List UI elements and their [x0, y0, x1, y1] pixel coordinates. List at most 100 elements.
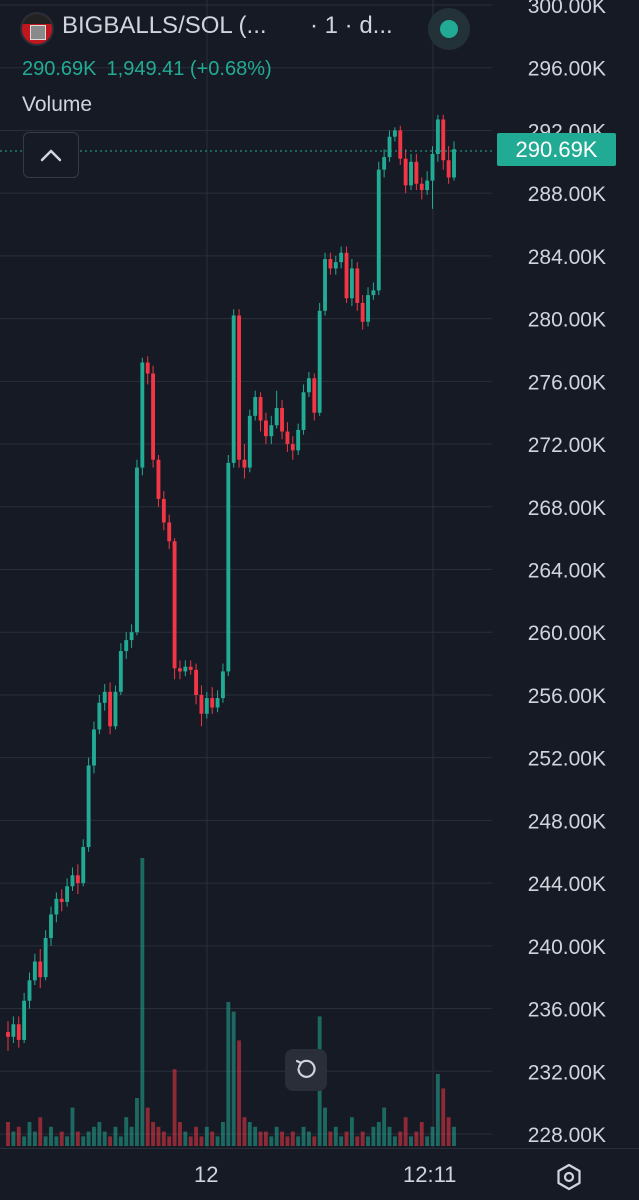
volume-bar	[145, 1107, 150, 1146]
volume-bar	[113, 1126, 118, 1146]
candle-body	[339, 252, 344, 263]
volume-bar	[366, 1136, 370, 1146]
live-indicator-button[interactable]	[428, 8, 470, 50]
candle-body	[59, 898, 64, 902]
candle-body	[38, 961, 43, 978]
candle-body	[328, 259, 333, 269]
candle-body	[387, 136, 392, 158]
candle-body	[210, 698, 215, 708]
volume-bar	[446, 1117, 451, 1146]
candle-body	[312, 378, 317, 413]
volume-indicator-label[interactable]: Volume	[22, 93, 93, 116]
volume-bar	[172, 1069, 177, 1146]
symbol-title[interactable]: BIGBALLS/SOL (...	[62, 12, 267, 39]
candle-body	[226, 462, 231, 672]
candle-body	[290, 444, 295, 451]
candle-body	[81, 847, 86, 884]
chart-settings-button[interactable]	[552, 1160, 586, 1194]
price-tick-label: 284.00K	[528, 246, 606, 269]
volume-bar	[151, 1122, 156, 1146]
candle-body	[323, 259, 327, 311]
volume-bar	[344, 1131, 349, 1146]
volume-bar	[237, 1040, 241, 1146]
last-price-badge: 290.69K	[497, 133, 616, 166]
volume-bar	[274, 1126, 279, 1146]
volume-bar	[452, 1126, 456, 1146]
price-tick-label: 248.00K	[528, 810, 606, 833]
candle-body	[199, 694, 204, 714]
last-price-value: 290.69K	[22, 58, 97, 80]
candle-body	[430, 153, 435, 181]
candle-body	[409, 161, 413, 186]
volume-bar	[392, 1136, 397, 1146]
volume-bar	[296, 1136, 301, 1146]
volume-bar	[403, 1117, 408, 1146]
candle-body	[178, 668, 182, 672]
candle-body	[355, 268, 360, 303]
collapse-legend-button[interactable]	[23, 132, 79, 178]
candle-body	[366, 295, 370, 322]
candle-body	[392, 130, 397, 137]
volume-bar	[263, 1131, 268, 1146]
candle-body	[156, 459, 161, 499]
volume-bar	[161, 1131, 166, 1146]
volume-bar	[11, 1131, 16, 1146]
candle-body	[403, 158, 408, 186]
candle-body	[129, 632, 134, 641]
ohlc-summary: 290.69K 1,949.41 (+0.68%)	[22, 58, 282, 81]
volume-bar	[242, 1117, 247, 1146]
candle-body	[75, 875, 80, 884]
volume-bar	[92, 1126, 96, 1146]
volume-bar	[204, 1126, 209, 1146]
price-tick-label: 288.00K	[528, 183, 606, 206]
volume-bar	[247, 1122, 252, 1146]
candle-body	[204, 698, 209, 714]
price-tick-label: 276.00K	[528, 371, 606, 394]
candle-body	[16, 1024, 21, 1040]
volume-bar	[387, 1126, 392, 1146]
price-tick-label: 244.00K	[528, 873, 606, 896]
live-indicator-icon	[440, 20, 458, 38]
candlestick-series	[6, 114, 456, 1051]
token-logo-icon	[22, 14, 52, 44]
candle-body	[344, 252, 349, 299]
volume-bar	[339, 1136, 344, 1146]
candle-body	[49, 914, 53, 938]
volume-bar	[70, 1107, 75, 1146]
candle-body	[97, 702, 102, 730]
volume-bar	[16, 1126, 21, 1146]
volume-bar	[167, 1136, 172, 1146]
volume-bar	[27, 1122, 32, 1146]
candle-body	[452, 149, 456, 178]
volume-bar	[231, 1011, 236, 1146]
candle-body	[65, 886, 70, 902]
candle-body	[306, 378, 311, 393]
volume-bar	[221, 1122, 225, 1146]
volume-bar	[22, 1136, 27, 1146]
volume-bar	[194, 1126, 199, 1146]
candle-body	[419, 183, 424, 191]
candle-body	[183, 666, 188, 672]
interval-label[interactable]: · 1 · d...	[310, 12, 393, 39]
candle-body	[237, 315, 241, 460]
volume-bar	[54, 1136, 59, 1146]
candle-body	[145, 362, 150, 374]
price-axis[interactable]: 300.00K296.00K292.00K288.00K284.00K280.0…	[528, 0, 606, 1147]
reset-chart-button[interactable]	[285, 1049, 327, 1091]
candle-body	[441, 119, 446, 161]
volume-bar	[118, 1136, 123, 1146]
price-tick-label: 272.00K	[528, 434, 606, 457]
volume-bar	[409, 1136, 413, 1146]
volume-bar	[371, 1126, 376, 1146]
candle-body	[113, 691, 118, 727]
volume-bar	[38, 1117, 43, 1146]
candle-body	[6, 1032, 10, 1037]
candle-body	[301, 392, 306, 430]
candle-body	[102, 691, 107, 703]
volume-bar	[269, 1136, 274, 1146]
price-tick-label: 264.00K	[528, 560, 606, 583]
volume-bar	[253, 1126, 258, 1146]
price-change-value: 1,949.41 (+0.68%)	[106, 58, 272, 80]
